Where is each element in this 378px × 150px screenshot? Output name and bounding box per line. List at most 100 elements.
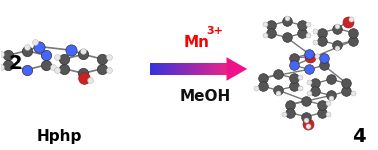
Bar <box>190 63 191 75</box>
Bar <box>195 63 196 75</box>
Bar <box>211 63 212 75</box>
Bar <box>226 63 227 75</box>
Point <box>307 56 313 58</box>
Bar <box>178 63 179 75</box>
Bar <box>184 63 185 75</box>
Bar <box>189 63 190 75</box>
Bar <box>155 63 156 75</box>
Point <box>343 82 349 84</box>
Point <box>345 20 351 23</box>
Point <box>319 103 325 106</box>
Point <box>334 44 340 46</box>
Bar <box>162 63 163 75</box>
Bar <box>178 63 180 75</box>
Bar <box>200 63 201 75</box>
Point <box>284 36 290 39</box>
Point <box>99 67 105 70</box>
Bar <box>212 63 213 75</box>
Bar <box>158 63 160 75</box>
Bar <box>218 63 219 75</box>
Text: Mn: Mn <box>183 35 209 50</box>
Point <box>43 64 49 66</box>
Bar <box>217 63 218 75</box>
Polygon shape <box>226 57 247 81</box>
Point <box>268 32 274 34</box>
Bar <box>214 63 215 75</box>
Point <box>262 22 268 25</box>
Bar <box>168 63 169 75</box>
Point <box>50 66 56 68</box>
Bar <box>181 63 183 75</box>
Point <box>291 64 297 67</box>
Point <box>321 57 327 59</box>
Point <box>284 20 290 22</box>
Bar <box>167 63 168 75</box>
Bar <box>171 63 172 75</box>
Bar <box>225 63 226 75</box>
Point <box>5 54 11 57</box>
Point <box>253 87 259 89</box>
Text: 2: 2 <box>9 54 23 73</box>
Bar <box>152 63 153 75</box>
Bar <box>198 63 199 75</box>
Point <box>319 39 325 42</box>
Point <box>99 58 105 60</box>
Bar <box>172 63 173 75</box>
Bar <box>220 63 221 75</box>
Point <box>313 55 319 57</box>
Point <box>24 69 30 71</box>
Point <box>61 58 67 60</box>
Point <box>306 81 312 83</box>
Point <box>291 85 297 87</box>
Point <box>334 24 340 27</box>
Bar <box>180 63 181 75</box>
Point <box>306 68 312 70</box>
Point <box>297 87 303 89</box>
Point <box>275 89 281 92</box>
Point <box>328 78 334 81</box>
Bar <box>193 63 194 75</box>
Point <box>54 69 60 72</box>
Point <box>87 79 93 82</box>
Bar <box>175 63 176 75</box>
Bar <box>186 63 187 75</box>
Bar <box>163 63 164 75</box>
Bar <box>177 63 178 75</box>
Point <box>312 30 318 32</box>
Point <box>36 45 42 48</box>
Bar <box>182 63 183 75</box>
Text: Hphp: Hphp <box>37 129 82 144</box>
Point <box>325 102 331 104</box>
Bar <box>157 63 158 75</box>
Point <box>43 54 49 57</box>
Point <box>312 41 318 43</box>
Bar <box>210 63 211 75</box>
Bar <box>170 63 171 75</box>
Point <box>284 17 290 20</box>
Text: 4: 4 <box>352 127 366 146</box>
Point <box>306 92 312 94</box>
Point <box>334 46 340 49</box>
Point <box>275 73 281 75</box>
Bar <box>204 63 206 75</box>
Point <box>287 111 293 114</box>
Point <box>312 90 318 93</box>
Bar <box>209 63 211 75</box>
Bar <box>205 63 206 75</box>
Bar <box>215 63 216 75</box>
Bar <box>223 63 224 75</box>
Point <box>305 123 311 125</box>
Bar <box>164 63 165 75</box>
Point <box>328 97 334 100</box>
Point <box>260 77 266 79</box>
Point <box>80 53 86 56</box>
Point <box>319 31 325 34</box>
Point <box>299 32 305 34</box>
Point <box>328 94 334 97</box>
Bar <box>198 63 200 75</box>
Point <box>24 49 30 52</box>
Bar <box>208 63 209 75</box>
Bar <box>224 63 225 75</box>
Point <box>306 53 312 55</box>
Bar <box>216 63 217 75</box>
